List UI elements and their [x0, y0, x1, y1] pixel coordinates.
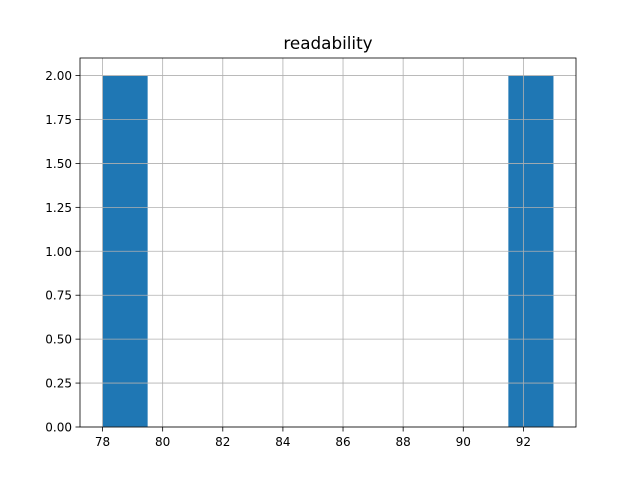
- y-axis: 0.00 0.25 0.50 0.75 1.00 1.25 1.50 1.75 2.00: [45, 69, 80, 435]
- x-tick-label: 86: [335, 435, 350, 449]
- x-tick-label: 84: [275, 435, 290, 449]
- x-tick-label: 82: [215, 435, 230, 449]
- y-tick-label: 0.50: [45, 333, 72, 347]
- y-tick-label: 0.00: [45, 421, 72, 435]
- chart-title: readability: [283, 33, 372, 53]
- y-tick-label: 0.75: [45, 289, 72, 303]
- y-tick-label: 0.25: [45, 377, 72, 391]
- x-tick-label: 90: [456, 435, 471, 449]
- y-tick-label: 1.00: [45, 245, 72, 259]
- plot-frame: [79, 57, 577, 428]
- y-tick-label: 1.75: [45, 113, 72, 127]
- grid-group: [80, 58, 576, 428]
- y-tick-label: 2.00: [45, 69, 72, 83]
- x-tick-label: 88: [396, 435, 411, 449]
- y-tick-label: 1.25: [45, 201, 72, 215]
- x-tick-label: 80: [155, 435, 170, 449]
- y-tick-label: 1.50: [45, 157, 72, 171]
- x-tick-label: 92: [516, 435, 531, 449]
- x-tick-label: 78: [95, 435, 110, 449]
- x-axis: 78 80 82 84 86 88 90 92: [95, 427, 531, 449]
